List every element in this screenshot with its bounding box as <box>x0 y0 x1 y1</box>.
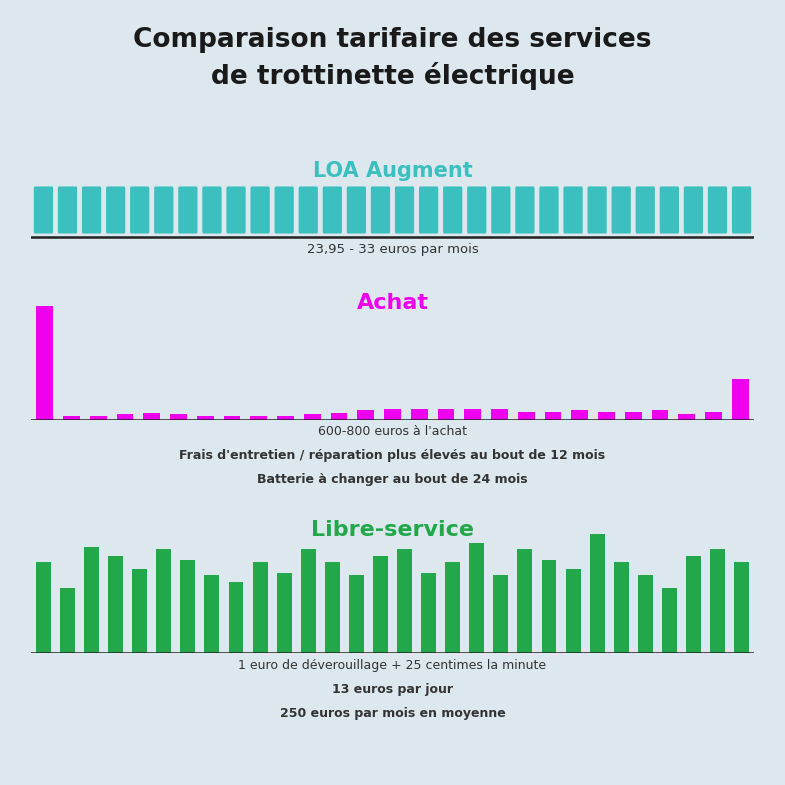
Bar <box>493 575 509 653</box>
Text: Libre-service: Libre-service <box>311 520 474 539</box>
Bar <box>445 562 460 653</box>
Bar <box>357 411 374 420</box>
Bar <box>678 414 695 420</box>
FancyBboxPatch shape <box>564 187 582 234</box>
FancyBboxPatch shape <box>82 187 101 234</box>
Bar <box>614 562 629 653</box>
FancyBboxPatch shape <box>612 187 631 234</box>
Bar <box>705 412 721 420</box>
Bar <box>156 550 171 653</box>
Bar <box>421 573 436 653</box>
Bar <box>197 416 214 420</box>
FancyBboxPatch shape <box>539 187 559 234</box>
FancyBboxPatch shape <box>587 187 607 234</box>
FancyBboxPatch shape <box>467 187 487 234</box>
FancyBboxPatch shape <box>130 187 149 234</box>
Bar <box>491 409 508 420</box>
FancyBboxPatch shape <box>298 187 318 234</box>
Bar <box>465 409 481 420</box>
Bar <box>598 412 615 420</box>
FancyBboxPatch shape <box>226 187 246 234</box>
Bar <box>732 379 749 420</box>
FancyBboxPatch shape <box>371 187 390 234</box>
Bar <box>36 306 53 420</box>
Bar <box>686 556 701 653</box>
FancyBboxPatch shape <box>347 187 366 234</box>
Bar <box>60 588 75 653</box>
Text: 250 euros par mois en moyenne: 250 euros par mois en moyenne <box>279 706 506 720</box>
Bar <box>108 556 123 653</box>
FancyBboxPatch shape <box>443 187 462 234</box>
Bar <box>397 550 412 653</box>
Bar <box>518 412 535 420</box>
Bar <box>250 416 267 420</box>
Bar <box>637 575 653 653</box>
Bar <box>373 556 388 653</box>
Text: 1 euro de déverouillage + 25 centimes la minute: 1 euro de déverouillage + 25 centimes la… <box>239 659 546 673</box>
Bar <box>132 569 148 653</box>
FancyBboxPatch shape <box>732 187 751 234</box>
FancyBboxPatch shape <box>34 187 53 234</box>
FancyBboxPatch shape <box>178 187 198 234</box>
FancyBboxPatch shape <box>515 187 535 234</box>
Bar <box>590 534 604 653</box>
Bar <box>734 562 749 653</box>
FancyBboxPatch shape <box>684 187 703 234</box>
FancyBboxPatch shape <box>491 187 510 234</box>
FancyBboxPatch shape <box>708 187 727 234</box>
Bar <box>304 414 320 420</box>
Bar <box>438 409 455 420</box>
Bar <box>662 588 677 653</box>
Bar <box>542 560 557 653</box>
Bar <box>84 547 99 653</box>
Text: LOA Augment: LOA Augment <box>312 161 473 181</box>
FancyBboxPatch shape <box>106 187 126 234</box>
Bar <box>276 573 292 653</box>
Bar <box>90 416 107 420</box>
Bar <box>228 582 243 653</box>
Bar <box>710 550 725 653</box>
Bar <box>517 550 532 653</box>
Bar <box>565 569 581 653</box>
Bar <box>144 413 160 420</box>
Text: 13 euros par jour: 13 euros par jour <box>332 683 453 696</box>
Text: Achat: Achat <box>356 293 429 312</box>
Bar <box>117 414 133 420</box>
Bar <box>301 550 316 653</box>
Bar <box>325 562 340 653</box>
FancyBboxPatch shape <box>58 187 77 234</box>
FancyBboxPatch shape <box>154 187 173 234</box>
Text: 600-800 euros à l'achat: 600-800 euros à l'achat <box>318 425 467 439</box>
Bar <box>204 575 220 653</box>
Bar <box>349 575 364 653</box>
Text: 23,95 - 33 euros par mois: 23,95 - 33 euros par mois <box>307 243 478 257</box>
FancyBboxPatch shape <box>395 187 414 234</box>
Bar <box>652 411 668 420</box>
Bar <box>330 413 347 420</box>
Bar <box>277 415 294 420</box>
FancyBboxPatch shape <box>250 187 270 234</box>
Bar <box>469 543 484 653</box>
Text: Batterie à changer au bout de 24 mois: Batterie à changer au bout de 24 mois <box>257 473 528 486</box>
Bar <box>64 416 80 420</box>
FancyBboxPatch shape <box>203 187 221 234</box>
FancyBboxPatch shape <box>636 187 655 234</box>
Bar <box>224 416 240 420</box>
Bar <box>36 562 51 653</box>
Bar <box>571 411 588 420</box>
Bar <box>181 560 195 653</box>
Bar <box>411 408 428 420</box>
FancyBboxPatch shape <box>419 187 438 234</box>
FancyBboxPatch shape <box>275 187 294 234</box>
FancyBboxPatch shape <box>323 187 342 234</box>
Text: Comparaison tarifaire des services
de trottinette électrique: Comparaison tarifaire des services de tr… <box>133 27 652 90</box>
Bar <box>625 412 641 420</box>
Bar <box>545 412 561 420</box>
Bar <box>170 414 187 420</box>
FancyBboxPatch shape <box>659 187 679 234</box>
Bar <box>384 408 401 420</box>
Bar <box>253 562 268 653</box>
Text: Frais d'entretien / réparation plus élevés au bout de 12 mois: Frais d'entretien / réparation plus élev… <box>180 449 605 462</box>
